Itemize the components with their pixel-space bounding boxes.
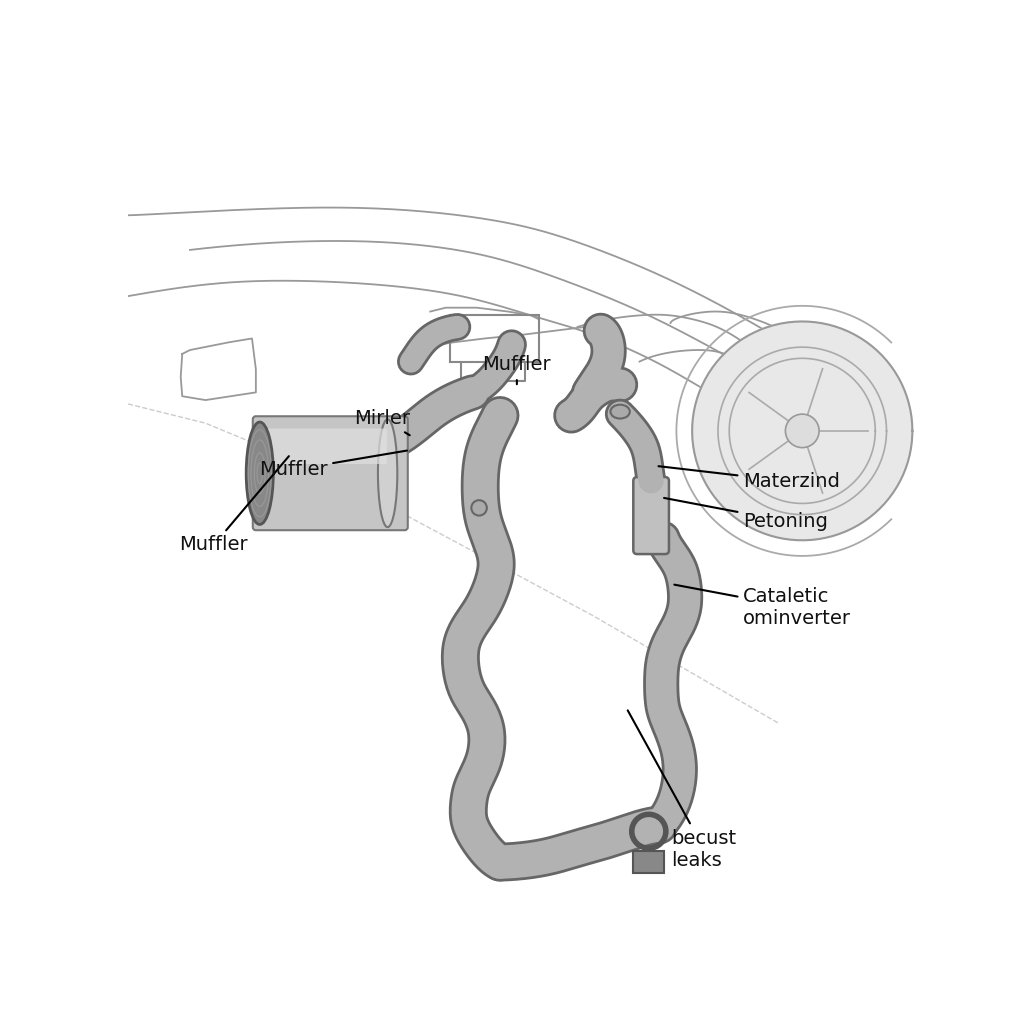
Text: Cataletic
ominverter: Cataletic ominverter xyxy=(675,585,851,629)
FancyBboxPatch shape xyxy=(253,416,408,530)
FancyBboxPatch shape xyxy=(633,851,665,872)
Circle shape xyxy=(471,500,486,515)
Ellipse shape xyxy=(246,422,273,524)
Text: Mirler: Mirler xyxy=(354,409,411,435)
Polygon shape xyxy=(692,322,912,541)
FancyBboxPatch shape xyxy=(258,429,387,464)
Circle shape xyxy=(785,414,819,447)
Text: Muffler: Muffler xyxy=(259,451,407,479)
Bar xyxy=(450,315,539,361)
Text: Muffler: Muffler xyxy=(179,456,289,554)
Text: Petoning: Petoning xyxy=(664,498,828,530)
Text: becust
leaks: becust leaks xyxy=(628,711,736,869)
Ellipse shape xyxy=(610,404,630,419)
Text: Muffler: Muffler xyxy=(482,355,551,384)
Ellipse shape xyxy=(378,420,397,527)
FancyBboxPatch shape xyxy=(633,477,669,554)
Text: Materzind: Materzind xyxy=(658,466,840,492)
